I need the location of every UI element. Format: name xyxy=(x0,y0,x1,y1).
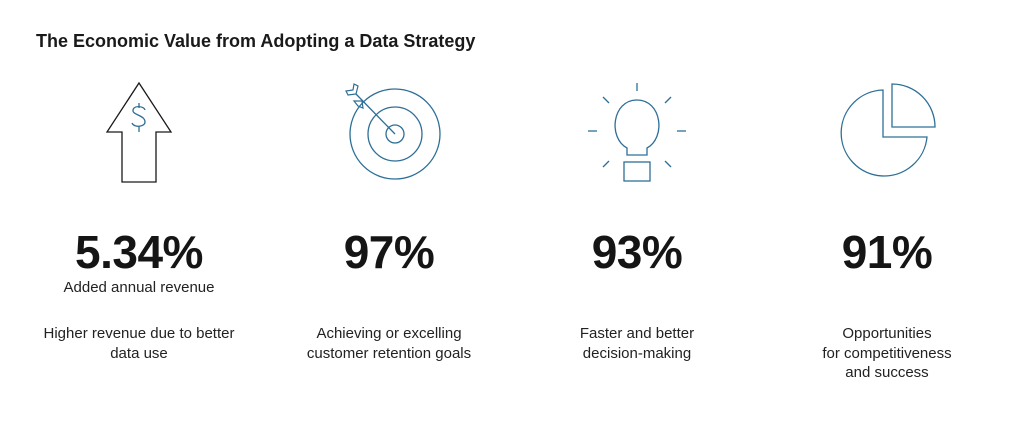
stat-value: 93% xyxy=(591,226,683,278)
stat-description: Opportunities for competitiveness and su… xyxy=(782,324,992,383)
lightbulb-icon xyxy=(588,83,686,182)
description-line: for competitiveness xyxy=(822,344,952,362)
stat-card-competitiveness: 91% Opportunities for competitiveness an… xyxy=(782,80,992,400)
page-title: The Economic Value from Adopting a Data … xyxy=(36,31,476,51)
stat-value: 5.34% xyxy=(75,226,203,278)
description-line: data use xyxy=(110,344,168,362)
description-line: and success xyxy=(845,364,929,381)
stat-value: 91% xyxy=(841,226,933,278)
description-line: Opportunities xyxy=(842,325,932,342)
stat-description: Achieving or excelling customer retentio… xyxy=(284,324,494,363)
description-line: Higher revenue due to better xyxy=(43,325,235,342)
description-line: decision-making xyxy=(582,344,692,362)
stat-card-revenue: 5.34% Added annual revenue Higher revenu… xyxy=(34,80,244,400)
dollar-up-arrow-icon xyxy=(105,81,173,183)
stat-card-decision: 93% Faster and better decision-making xyxy=(532,80,742,400)
description-line: Achieving or excelling xyxy=(316,325,462,342)
stat-sublabel: Added annual revenue xyxy=(63,279,215,296)
stat-description: Faster and better decision-making xyxy=(532,324,742,363)
pie-chart-icon xyxy=(840,83,936,177)
description-line: customer retention goals xyxy=(306,344,472,362)
stat-value: 97% xyxy=(343,226,435,278)
stat-description: Higher revenue due to better data use xyxy=(34,324,244,363)
target-icon xyxy=(345,83,441,180)
stat-card-retention: 97% Achieving or excelling customer rete… xyxy=(284,80,494,400)
description-line: Faster and better xyxy=(579,325,695,342)
